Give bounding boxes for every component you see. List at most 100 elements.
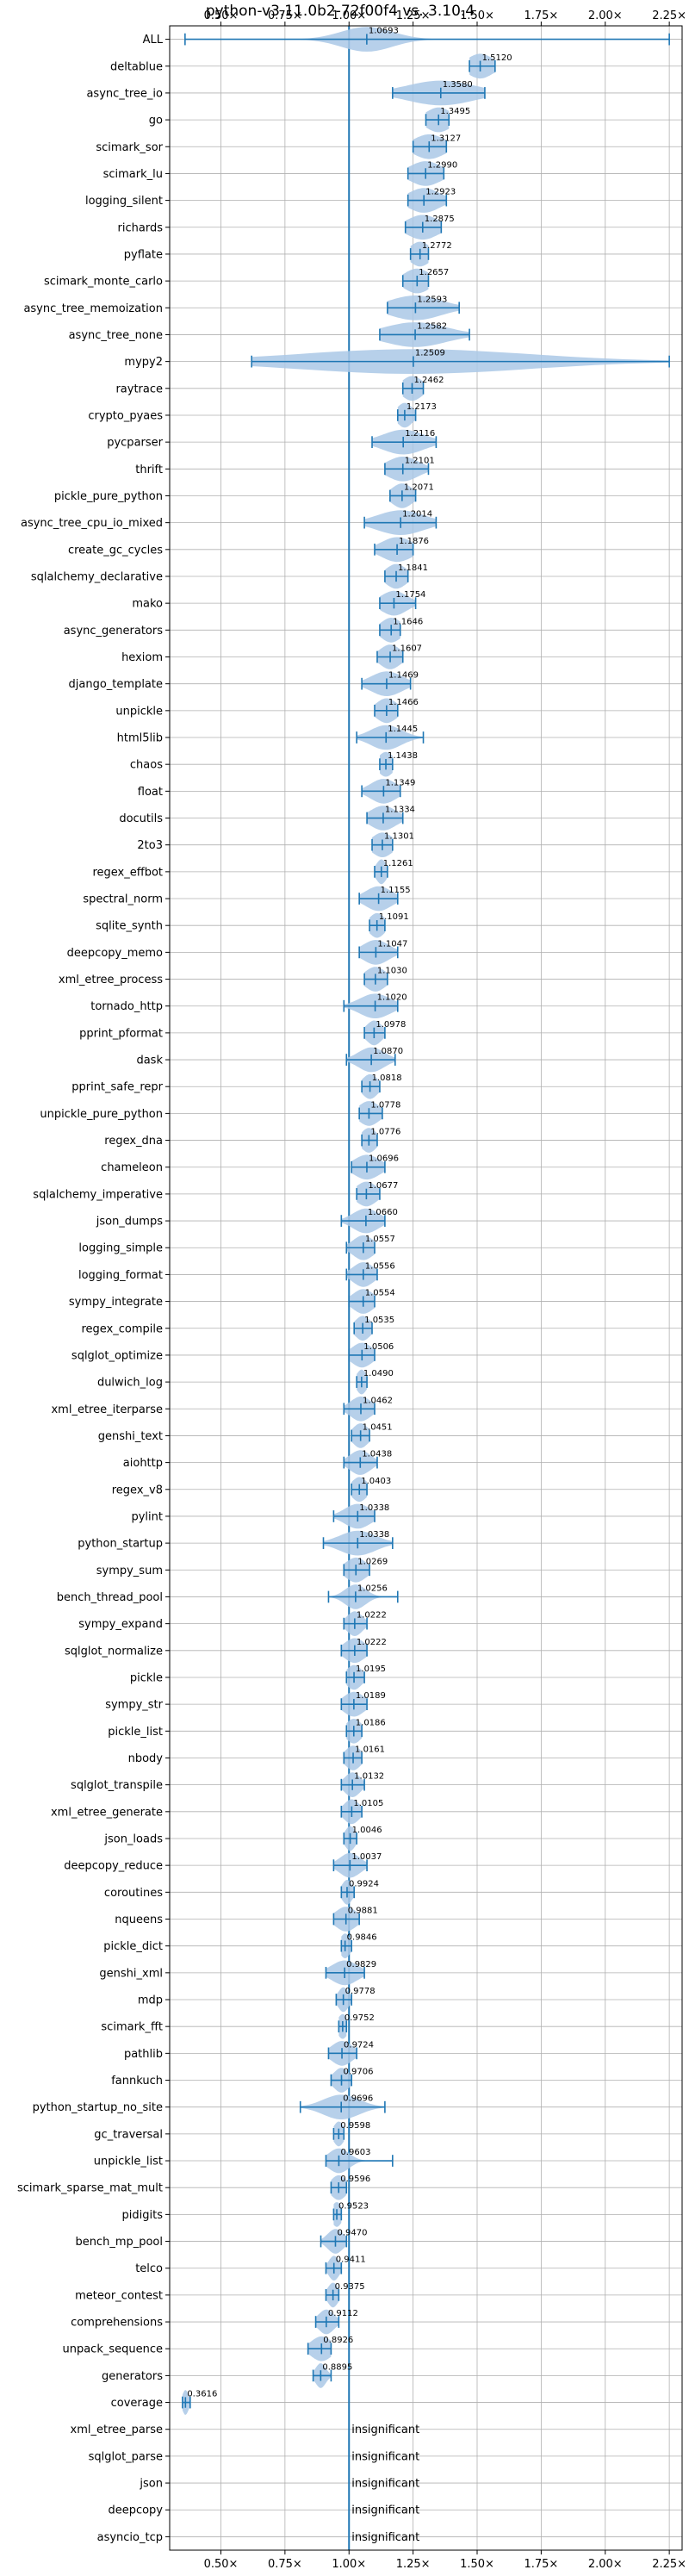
value-label: 1.0776 (370, 1128, 400, 1137)
benchmark-label: pylint (131, 1510, 163, 1523)
benchmark-label: comprehensions (71, 2317, 163, 2330)
value-label: 1.0269 (357, 1557, 388, 1566)
plot-frame (169, 25, 683, 2551)
benchmark-label: deltablue (110, 60, 163, 73)
value-label: 1.0557 (365, 1235, 395, 1244)
value-label: 1.0693 (369, 27, 399, 36)
benchmark-label: unpickle_pure_python (40, 1108, 163, 1121)
benchmark-label: go (149, 115, 163, 128)
x-tick-label-bottom: 1.50× (460, 2558, 494, 2571)
value-label: 0.9881 (348, 1907, 378, 1916)
benchmark-label: scimark_lu (103, 168, 163, 181)
benchmark-label: bench_thread_pool (57, 1591, 163, 1604)
benchmark-label: asyncio_tcp (97, 2531, 163, 2544)
value-label: 1.0506 (363, 1342, 394, 1352)
value-label: 1.0132 (354, 1772, 384, 1782)
benchmark-label: sqlite_synth (96, 920, 163, 933)
benchmark-label: hexiom (121, 651, 163, 664)
x-tick-label-top: 1.50× (460, 9, 494, 22)
value-label: 0.8895 (322, 2362, 352, 2372)
value-label: 1.2923 (425, 188, 456, 197)
value-label: 1.0870 (373, 1047, 403, 1056)
value-label: 1.1469 (388, 671, 419, 681)
benchmark-label: dulwich_log (97, 1377, 163, 1390)
value-label: 1.1754 (395, 590, 425, 600)
x-tick-label-bottom: 1.75× (524, 2558, 558, 2571)
benchmark-label: regex_compile (81, 1322, 163, 1335)
benchmark-label: unpickle (115, 705, 163, 718)
benchmark-label: meteor_contest (75, 2289, 163, 2302)
value-label: 0.9470 (337, 2229, 367, 2238)
benchmark-label: sympy_integrate (69, 1296, 163, 1309)
benchmark-label: nbody (128, 1752, 164, 1765)
value-label: 1.2582 (417, 321, 447, 331)
benchmark-label: aiohttp (123, 1457, 163, 1470)
value-label: 1.1261 (383, 859, 413, 868)
value-label: 1.0037 (351, 1852, 382, 1862)
value-label: 1.0660 (368, 1208, 398, 1217)
value-label: 1.1334 (385, 806, 415, 815)
chart-title: python-v3.11.0b2-72f00f4 vs. 3.10.4 (206, 3, 475, 20)
value-label: 0.9596 (340, 2175, 370, 2184)
benchmark-label: scimark_monte_carlo (44, 276, 163, 289)
x-tick-label-top: 1.25× (396, 9, 431, 22)
x-tick-label-top: 1.75× (524, 9, 558, 22)
value-label: 0.9523 (338, 2201, 369, 2211)
value-label: 1.0161 (355, 1745, 385, 1754)
benchmark-label: bench_mp_pool (75, 2236, 163, 2249)
value-label: 1.0256 (357, 1584, 388, 1593)
value-label: 1.0338 (359, 1503, 389, 1513)
value-label: 0.9924 (349, 1879, 379, 1888)
benchmark-label: genshi_xml (99, 1967, 163, 1980)
value-label: 0.9598 (340, 2121, 370, 2131)
x-tick-label-top: 1.00× (332, 9, 366, 22)
benchmark-label: pprint_pformat (79, 1027, 163, 1040)
benchmark-label: html5lib (117, 732, 163, 745)
benchmark-label: coverage (111, 2397, 163, 2410)
value-label: 1.0451 (363, 1422, 393, 1432)
value-label: 1.5120 (482, 53, 512, 63)
benchmark-label: logging_silent (85, 195, 163, 208)
value-label: 1.0403 (361, 1477, 391, 1486)
benchmark-label: sqlglot_transpile (71, 1779, 163, 1792)
value-label: 1.0556 (365, 1261, 395, 1271)
benchmark-label: python_startup_no_site (33, 2101, 163, 2114)
x-tick-label-top: 2.00× (588, 9, 623, 22)
value-label: 1.0696 (369, 1154, 399, 1164)
value-label: 1.1030 (377, 967, 407, 976)
benchmark-label: deepcopy_reduce (64, 1860, 163, 1873)
value-label: 1.1091 (379, 912, 409, 922)
benchmark-label: genshi_text (98, 1430, 163, 1443)
value-label: 1.0818 (372, 1073, 402, 1083)
benchmark-label: sympy_str (105, 1699, 163, 1712)
value-label: 1.2990 (427, 160, 457, 170)
benchmark-label: django_template (69, 678, 163, 691)
benchmark-label: json_dumps (96, 1216, 163, 1229)
insignificant-label: insignificant (351, 2504, 419, 2517)
x-tick-label-bottom: 2.25× (652, 2558, 686, 2571)
benchmark-label: async_tree_cpu_io_mixed (21, 517, 163, 530)
value-label: 0.9112 (328, 2309, 358, 2318)
value-label: 1.0189 (356, 1691, 386, 1701)
value-label: 1.0462 (363, 1396, 393, 1405)
benchmark-label: regex_v8 (112, 1484, 163, 1496)
value-label: 1.0046 (352, 1826, 382, 1835)
value-label: 1.0105 (353, 1799, 383, 1808)
value-label: 1.3495 (440, 107, 470, 116)
benchmark-label: pidigits (122, 2209, 164, 2222)
benchmark-label: tornado_http (90, 1000, 163, 1013)
benchmark-label: xml_etree_process (59, 974, 163, 986)
benchmark-label: sympy_sum (96, 1565, 163, 1577)
x-tick-label-bottom: 0.75× (268, 2558, 302, 2571)
value-label: 1.2116 (405, 429, 435, 439)
value-label: 1.2657 (419, 268, 449, 277)
value-label: 1.1876 (399, 537, 429, 546)
grid-layer (170, 26, 682, 2550)
value-label: 1.0677 (368, 1181, 398, 1191)
value-label: 1.2101 (405, 456, 435, 465)
insignificant-label: insignificant (351, 2478, 419, 2491)
value-label: 1.1445 (388, 725, 418, 734)
axis-layer: 0.50× 0.50× 0.75× 0.75× 1.00× 1.00× 1.25× 1.25×… (17, 9, 686, 2571)
value-label: 1.2875 (425, 215, 455, 224)
